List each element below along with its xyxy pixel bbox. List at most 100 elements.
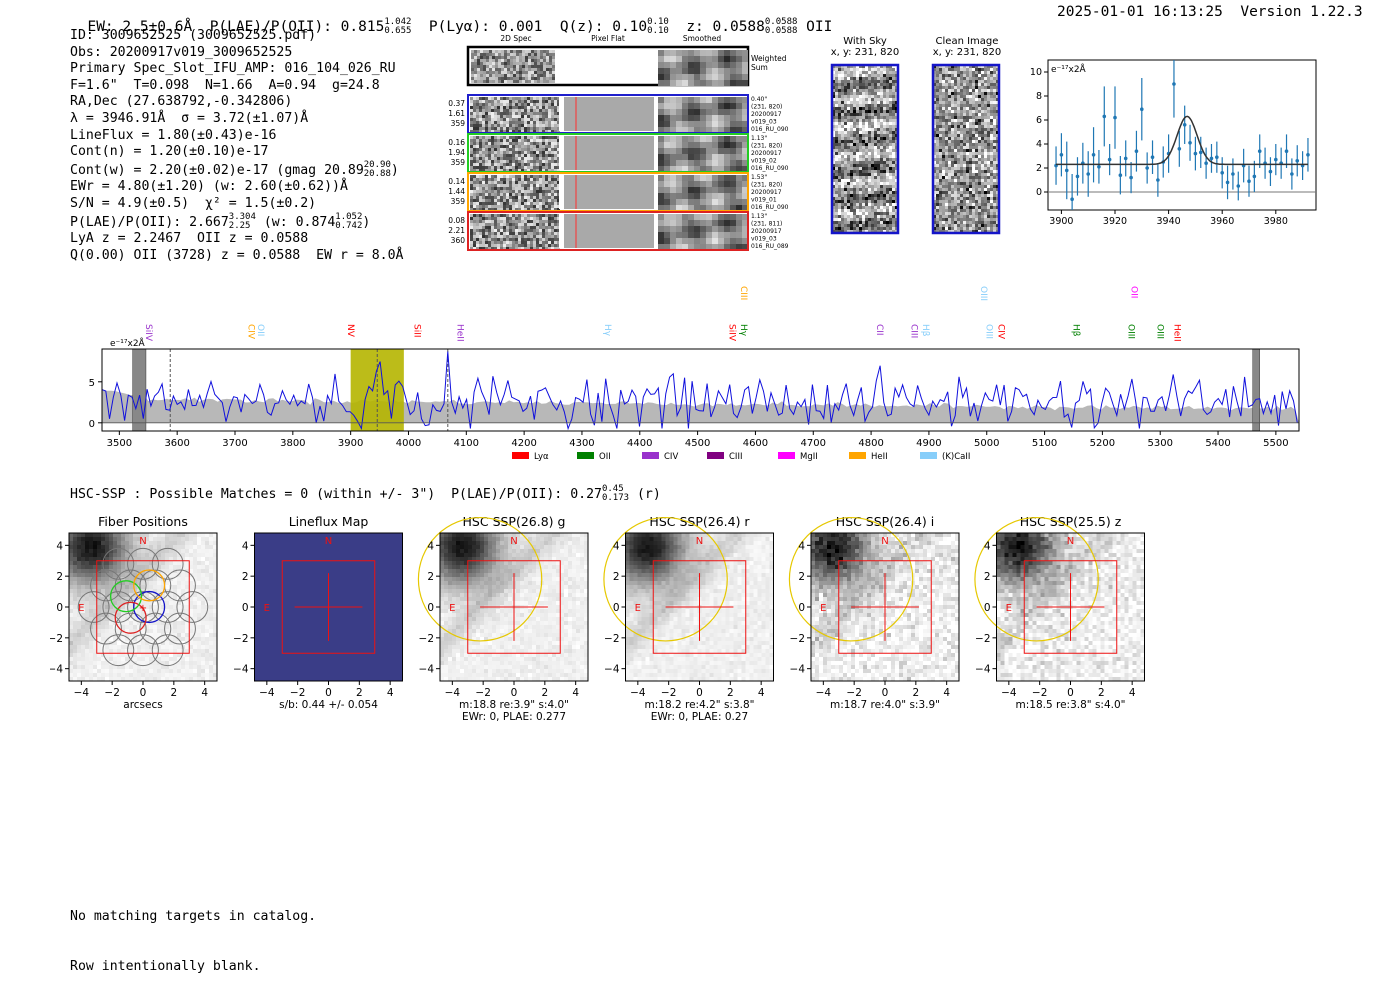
fiber-row-2d (470, 175, 560, 211)
pixel (838, 209, 841, 212)
pixel (969, 98, 972, 101)
pixel (506, 181, 509, 184)
pixel (969, 197, 972, 200)
pixel (501, 59, 504, 62)
pixel (483, 59, 486, 62)
pixel (497, 142, 500, 145)
pixel (987, 215, 990, 218)
pixel (500, 106, 503, 109)
pixel (975, 131, 978, 134)
pixel (473, 166, 476, 169)
pixel (513, 56, 516, 59)
pixel (856, 173, 859, 176)
pixel (936, 86, 939, 89)
pixel (883, 125, 886, 128)
pixel (939, 194, 942, 197)
zoom-ytick-label: 2 (1036, 163, 1042, 174)
pixel (512, 127, 515, 130)
pixel (939, 74, 942, 77)
info-cont-w-text: Cont(w) = 2.20(±0.02)e-17 (gmag 20.89 (70, 163, 364, 178)
pixel (948, 155, 951, 158)
pixel (522, 80, 525, 83)
pixel (972, 89, 975, 92)
pixel (658, 148, 664, 154)
pixel (736, 115, 742, 121)
pixel (706, 187, 712, 193)
pixel (963, 182, 966, 185)
pixel (948, 107, 951, 110)
pixel (736, 142, 742, 148)
pixel (700, 62, 706, 68)
pixel (542, 124, 545, 127)
pixel (847, 77, 850, 80)
pixel (966, 146, 969, 149)
pixel (886, 197, 889, 200)
pixel (960, 137, 963, 140)
pixel (936, 170, 939, 173)
pixel (871, 83, 874, 86)
pixel (500, 244, 503, 247)
pixel (521, 217, 524, 220)
pixel (534, 65, 537, 68)
pixel (477, 53, 480, 56)
pixel (527, 229, 530, 232)
pixel (549, 68, 552, 71)
pixel (494, 202, 497, 205)
pixel (503, 202, 506, 205)
pixel (862, 203, 865, 206)
pixel (838, 89, 841, 92)
pixel (871, 113, 874, 116)
pixel (718, 226, 724, 232)
pixel (892, 89, 895, 92)
pixel (498, 59, 501, 62)
pixel (838, 164, 841, 167)
pixel (951, 131, 954, 134)
pixel (975, 122, 978, 125)
pixel (485, 100, 488, 103)
pixel (724, 181, 730, 187)
pixel (978, 164, 981, 167)
pixel (501, 50, 504, 53)
pixel (951, 185, 954, 188)
pixel (862, 158, 865, 161)
pixel (518, 214, 521, 217)
pixel (530, 175, 533, 178)
pixel (880, 164, 883, 167)
pixel (730, 109, 736, 115)
pixel (549, 62, 552, 65)
spectrum-xtick-label: 4600 (743, 438, 768, 449)
pixel (712, 97, 718, 103)
pixel (506, 148, 509, 151)
pixel (856, 125, 859, 128)
pixel (498, 65, 501, 68)
pixel (503, 166, 506, 169)
pixel (954, 149, 957, 152)
pixel (853, 83, 856, 86)
pixel (984, 200, 987, 203)
pixel (530, 202, 533, 205)
pixel (993, 173, 996, 176)
pixel (993, 125, 996, 128)
pixel (835, 164, 838, 167)
pixel (939, 200, 942, 203)
pixel (718, 199, 724, 205)
pixel (981, 170, 984, 173)
pixel (718, 238, 724, 244)
pixel (883, 224, 886, 227)
pixel (966, 113, 969, 116)
pixel (987, 74, 990, 77)
pixel (984, 122, 987, 125)
pixel (549, 80, 552, 83)
pixel (936, 77, 939, 80)
pixel (521, 109, 524, 112)
pixel (470, 229, 473, 232)
pixel (730, 50, 736, 56)
pixel (886, 221, 889, 224)
pixel (700, 181, 706, 187)
pixel (990, 125, 993, 128)
pixel (945, 176, 948, 179)
pixel (972, 182, 975, 185)
pixel (471, 77, 474, 80)
pixel (530, 166, 533, 169)
pixel (862, 89, 865, 92)
